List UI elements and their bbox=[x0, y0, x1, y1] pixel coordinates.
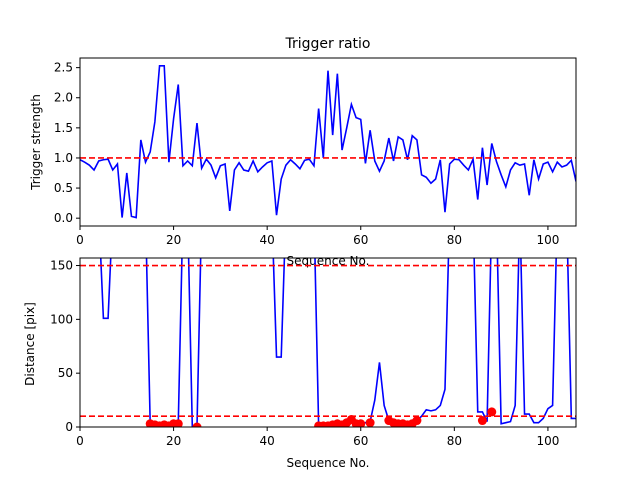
x-tick-label: 80 bbox=[447, 233, 462, 247]
y-tick-label: 0.5 bbox=[54, 181, 73, 195]
x-tick-label: 100 bbox=[536, 233, 559, 247]
distance-chart: 0 20 40 60 80 100 0 50 100 150 Distance [pix] Seq… bbox=[23, 257, 577, 470]
y-tick-label: 2.0 bbox=[54, 91, 73, 105]
y-tick-label: 0 bbox=[65, 420, 73, 434]
chart-title: Trigger ratio bbox=[284, 36, 370, 52]
x-tick-label: 0 bbox=[76, 233, 84, 247]
x-tick-label: 20 bbox=[166, 434, 181, 448]
trigger-ratio-chart: Trigger ratio 0 20 40 60 80 100 0.0 0.5 1.0 1.5 2.… bbox=[29, 36, 577, 268]
y-axis-label: Distance [pix] bbox=[23, 302, 37, 386]
series-line bbox=[80, 65, 576, 219]
series-line bbox=[99, 258, 576, 427]
y-tick-label: 100 bbox=[50, 312, 73, 326]
data-point-marker bbox=[487, 407, 497, 417]
plot-frame bbox=[79, 257, 577, 428]
y-tick-label: 150 bbox=[50, 259, 73, 273]
data-point-marker bbox=[365, 418, 375, 427]
x-tick-label: 40 bbox=[260, 434, 275, 448]
x-tick-label: 40 bbox=[260, 233, 275, 247]
data-point-marker bbox=[356, 419, 366, 427]
y-tick-label: 0.0 bbox=[54, 211, 73, 225]
x-tick-label: 0 bbox=[76, 434, 84, 448]
data-point-marker bbox=[412, 416, 422, 426]
data-point-marker bbox=[477, 416, 487, 426]
x-tick-label: 60 bbox=[353, 233, 368, 247]
x-tick-label: 20 bbox=[166, 233, 181, 247]
y-tick-label: 50 bbox=[58, 366, 73, 380]
y-tick-label: 1.0 bbox=[54, 151, 73, 165]
x-tick-label: 100 bbox=[536, 434, 559, 448]
data-point-marker bbox=[173, 419, 183, 427]
y-tick-label: 2.5 bbox=[54, 61, 73, 75]
y-tick-label: 1.5 bbox=[54, 121, 73, 135]
y-axis-label: Trigger strength bbox=[29, 94, 43, 191]
x-tick-label: 80 bbox=[447, 434, 462, 448]
data-point-marker bbox=[192, 422, 202, 427]
x-axis-label: Sequence No. bbox=[287, 456, 370, 470]
x-tick-label: 60 bbox=[353, 434, 368, 448]
plot-frame bbox=[79, 57, 577, 227]
